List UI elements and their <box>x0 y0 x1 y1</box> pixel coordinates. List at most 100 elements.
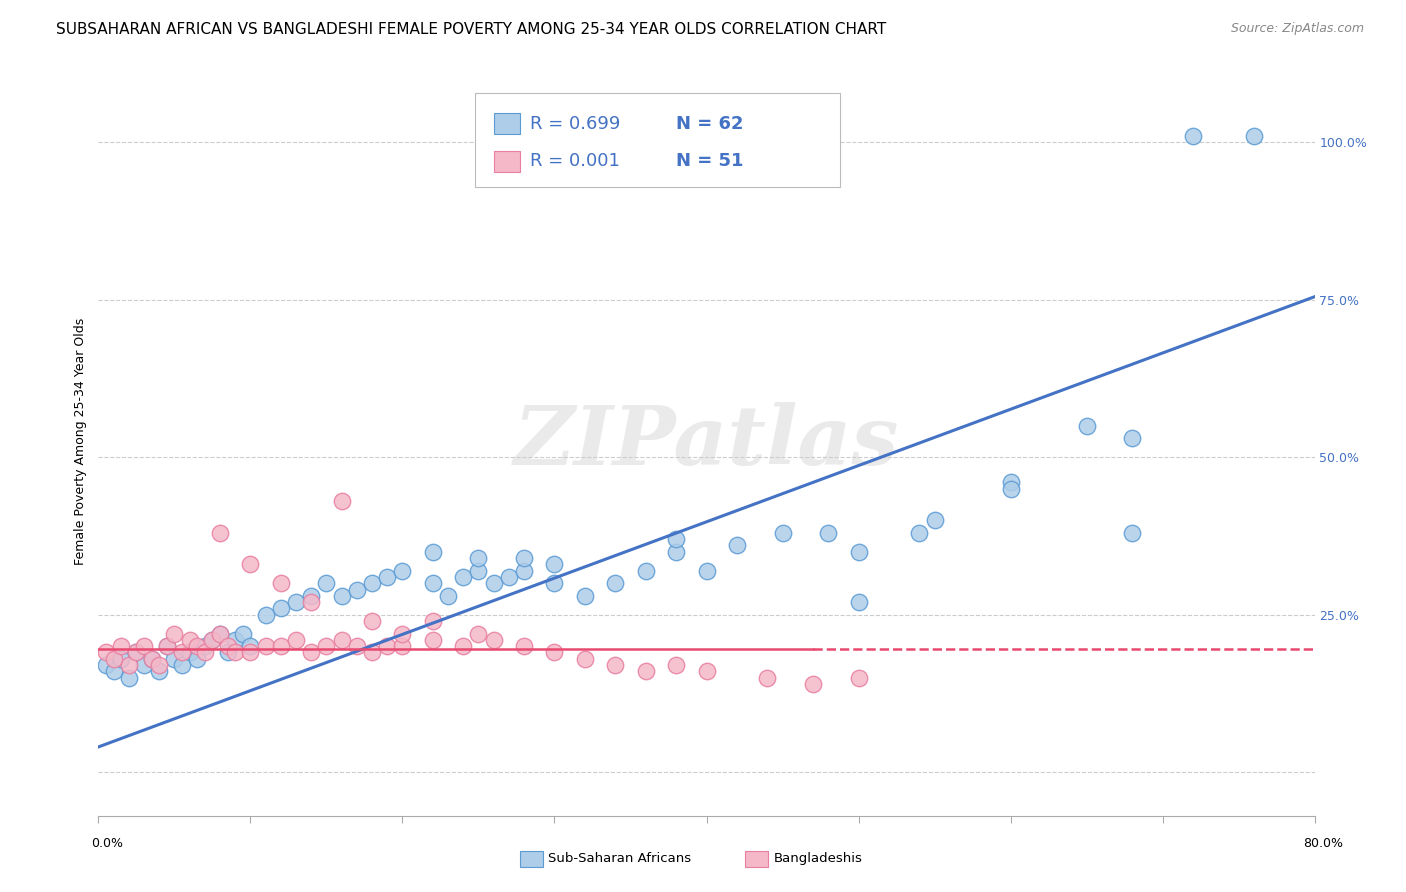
Point <box>94 658 117 673</box>
Point <box>513 639 536 653</box>
Point <box>513 551 536 566</box>
Point <box>163 626 186 640</box>
Point <box>125 645 148 659</box>
Point <box>422 614 444 628</box>
Point <box>361 614 384 628</box>
Point <box>179 645 201 659</box>
Point <box>110 639 132 653</box>
Point <box>118 658 141 673</box>
Point <box>330 632 353 647</box>
Point <box>696 564 718 578</box>
Point <box>543 576 565 591</box>
Point <box>1243 129 1265 144</box>
Point <box>1182 129 1205 144</box>
Point <box>543 558 565 572</box>
FancyBboxPatch shape <box>475 93 841 186</box>
Point <box>201 632 224 647</box>
Point <box>315 639 337 653</box>
Point <box>375 570 398 584</box>
Point <box>1000 475 1022 490</box>
Point <box>209 626 232 640</box>
Point <box>209 525 232 540</box>
Point <box>1076 418 1098 433</box>
Point <box>756 671 779 685</box>
Point <box>132 658 155 673</box>
Text: R = 0.699: R = 0.699 <box>530 115 620 133</box>
Point <box>482 632 505 647</box>
Point <box>270 576 292 591</box>
Point <box>217 639 239 653</box>
Point <box>467 564 489 578</box>
Point <box>232 626 254 640</box>
Point <box>330 589 353 603</box>
Point <box>801 677 824 691</box>
Point <box>103 652 125 666</box>
Point <box>924 513 946 527</box>
Point <box>453 639 475 653</box>
Text: Source: ZipAtlas.com: Source: ZipAtlas.com <box>1230 22 1364 36</box>
Point <box>330 494 353 508</box>
Point <box>605 576 627 591</box>
Point <box>391 626 413 640</box>
Y-axis label: Female Poverty Among 25-34 Year Olds: Female Poverty Among 25-34 Year Olds <box>75 318 87 566</box>
Point <box>665 658 688 673</box>
Point <box>239 639 262 653</box>
FancyBboxPatch shape <box>494 151 520 172</box>
Point <box>498 570 520 584</box>
Point <box>422 576 444 591</box>
Point <box>209 626 232 640</box>
Point <box>848 671 870 685</box>
FancyBboxPatch shape <box>494 113 520 135</box>
Point <box>634 665 657 679</box>
Point <box>163 652 186 666</box>
Text: SUBSAHARAN AFRICAN VS BANGLADESHI FEMALE POVERTY AMONG 25-34 YEAR OLDS CORRELATI: SUBSAHARAN AFRICAN VS BANGLADESHI FEMALE… <box>56 22 887 37</box>
Point <box>239 558 262 572</box>
Point <box>725 538 748 552</box>
Point <box>315 576 337 591</box>
Text: R = 0.001: R = 0.001 <box>530 153 620 170</box>
Point <box>118 671 141 685</box>
Point <box>665 532 688 546</box>
Point <box>224 645 246 659</box>
Point <box>148 665 170 679</box>
Point <box>110 652 132 666</box>
Point <box>422 545 444 559</box>
Point <box>543 645 565 659</box>
Point <box>696 665 718 679</box>
Point <box>179 632 201 647</box>
Point <box>156 639 179 653</box>
Point <box>453 570 475 584</box>
Point <box>634 564 657 578</box>
Point <box>170 645 193 659</box>
Point <box>574 589 596 603</box>
Point <box>125 645 148 659</box>
Point <box>201 632 224 647</box>
Point <box>194 639 217 653</box>
Point <box>103 665 125 679</box>
Point <box>848 595 870 609</box>
Point <box>299 595 322 609</box>
Point <box>482 576 505 591</box>
Point <box>186 652 208 666</box>
Point <box>270 639 292 653</box>
Point <box>422 632 444 647</box>
Point <box>170 658 193 673</box>
Point <box>817 525 839 540</box>
Point <box>361 645 384 659</box>
Point <box>156 639 179 653</box>
Text: N = 62: N = 62 <box>676 115 744 133</box>
Point <box>94 645 117 659</box>
Point <box>299 589 322 603</box>
Point <box>437 589 460 603</box>
Point <box>346 639 368 653</box>
Point <box>467 626 489 640</box>
Point <box>848 545 870 559</box>
Text: 0.0%: 0.0% <box>91 837 124 850</box>
Point <box>270 601 292 615</box>
Point <box>254 607 277 622</box>
Text: Bangladeshis: Bangladeshis <box>773 852 862 864</box>
Point <box>391 564 413 578</box>
Point <box>148 658 170 673</box>
Point <box>1121 431 1143 445</box>
Text: Sub-Saharan Africans: Sub-Saharan Africans <box>548 852 692 864</box>
